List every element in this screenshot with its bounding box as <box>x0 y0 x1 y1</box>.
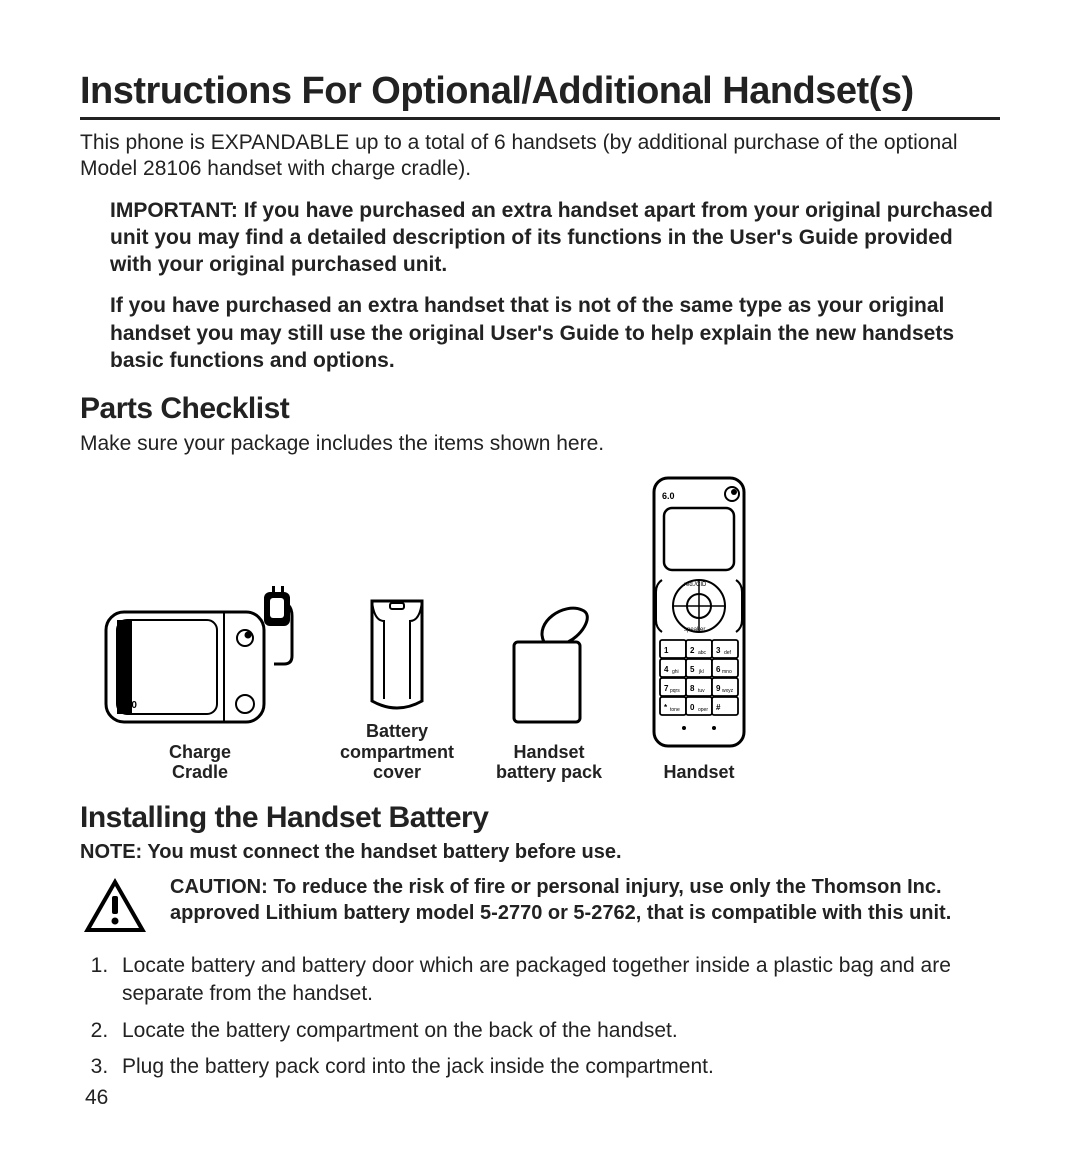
page-title: Instructions For Optional/Additional Han… <box>80 70 1000 120</box>
handset-icon: 6.0 red./CID speaker <box>644 472 754 752</box>
part-label-2: Handsetbattery pack <box>496 742 602 783</box>
warning-icon <box>80 874 150 936</box>
svg-text:3: 3 <box>716 646 721 655</box>
svg-text:5: 5 <box>690 665 695 674</box>
battery-cover-icon <box>357 591 437 711</box>
svg-text:tuv: tuv <box>698 688 705 694</box>
install-note: NOTE: You must connect the handset batte… <box>80 841 1000 864</box>
important-note-2: If you have purchased an extra handset t… <box>80 292 1000 374</box>
part-label-1: Batterycompartmentcover <box>340 721 454 783</box>
battery-pack-icon <box>494 592 604 732</box>
svg-text:red./CID: red./CID <box>684 582 707 588</box>
part-battery-cover: Batterycompartmentcover <box>340 591 454 783</box>
svg-text:9: 9 <box>716 684 721 693</box>
parts-grid: 6.0 ChargeCradle Batterycompartmentcover… <box>80 472 1000 783</box>
svg-text:6: 6 <box>716 665 721 674</box>
svg-text:tone: tone <box>670 707 680 713</box>
svg-text:4: 4 <box>664 665 669 674</box>
step-2: Locate the battery compartment on the ba… <box>114 1017 1000 1045</box>
caution-text: CAUTION: To reduce the risk of fire or p… <box>170 874 1000 926</box>
part-charge-cradle: 6.0 ChargeCradle <box>100 582 300 783</box>
install-heading: Installing the Handset Battery <box>80 801 1000 835</box>
part-label-3: Handset <box>664 762 735 783</box>
caution-block: CAUTION: To reduce the risk of fire or p… <box>80 874 1000 936</box>
charge-cradle-icon: 6.0 <box>100 582 300 732</box>
svg-text:jkl: jkl <box>698 669 704 675</box>
svg-text:7: 7 <box>664 684 669 693</box>
svg-text:2: 2 <box>690 646 695 655</box>
svg-text:ghi: ghi <box>672 669 679 675</box>
intro-text: This phone is EXPANDABLE up to a total o… <box>80 130 1000 183</box>
install-steps: Locate battery and battery door which ar… <box>80 952 1000 1081</box>
svg-text:speaker: speaker <box>684 627 705 633</box>
page-number: 46 <box>85 1086 108 1110</box>
svg-text:abc: abc <box>698 650 707 656</box>
parts-heading: Parts Checklist <box>80 392 1000 426</box>
svg-text:oper: oper <box>698 707 708 713</box>
svg-text:1: 1 <box>664 646 669 655</box>
important-note-1: IMPORTANT: If you have purchased an extr… <box>80 197 1000 279</box>
svg-text:wxyz: wxyz <box>722 688 734 694</box>
svg-text:def: def <box>724 650 732 656</box>
svg-text:6.0: 6.0 <box>662 491 675 501</box>
step-1: Locate battery and battery door which ar… <box>114 952 1000 1009</box>
part-battery-pack: Handsetbattery pack <box>494 592 604 783</box>
part-handset: 6.0 red./CID speaker <box>644 472 754 783</box>
svg-text:6.0: 6.0 <box>123 700 137 711</box>
step-3: Plug the battery pack cord into the jack… <box>114 1053 1000 1081</box>
parts-subtext: Make sure your package includes the item… <box>80 432 1000 456</box>
svg-text:8: 8 <box>690 684 695 693</box>
part-label-0: ChargeCradle <box>169 742 231 783</box>
svg-text:#: # <box>716 703 721 712</box>
svg-text:pqrs: pqrs <box>670 688 680 694</box>
svg-text:0: 0 <box>690 703 695 712</box>
svg-text:mno: mno <box>722 669 732 675</box>
